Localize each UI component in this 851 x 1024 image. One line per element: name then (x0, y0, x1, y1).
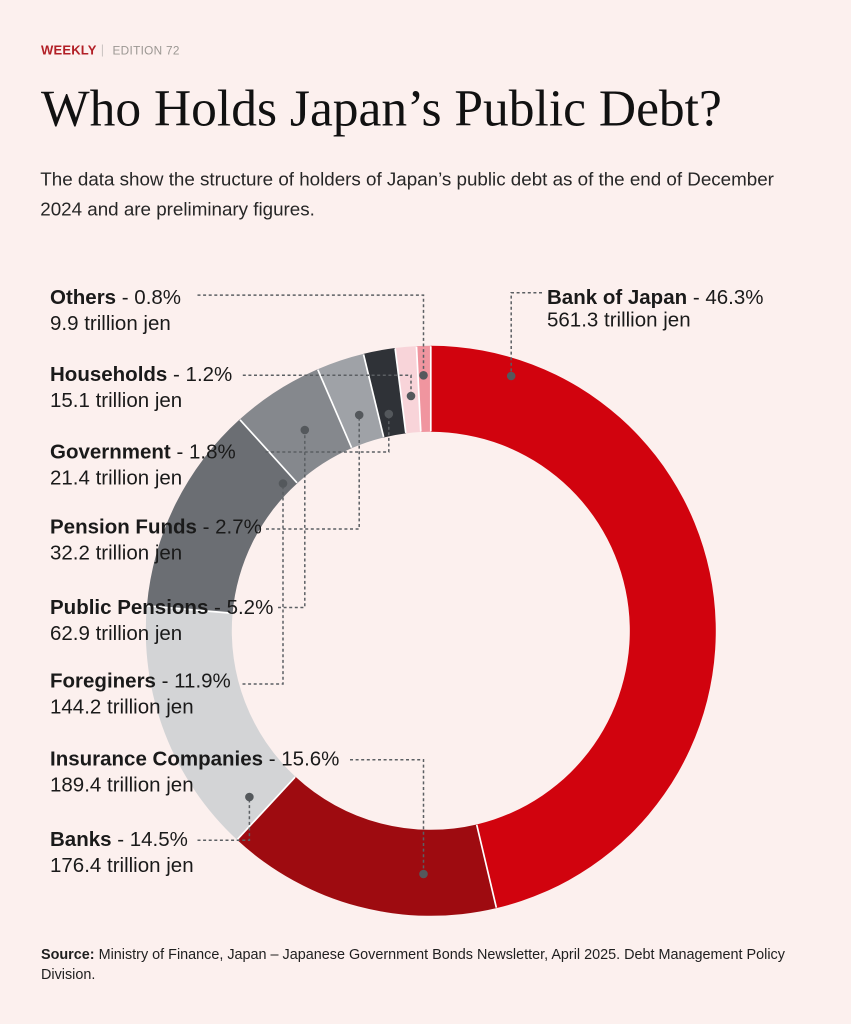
svg-text:9.9 trillion jen: 9.9 trillion jen (50, 312, 171, 335)
svg-text:Source: Ministry of Finance, J: Source: Ministry of Finance, Japan – Jap… (41, 947, 786, 963)
svg-text:EDITION 72: EDITION 72 (113, 44, 180, 58)
svg-text:Government - 1.8%: Government - 1.8% (50, 441, 236, 464)
svg-text:62.9 trillion jen: 62.9 trillion jen (50, 622, 182, 645)
svg-text:561.3 trillion jen: 561.3 trillion jen (547, 309, 691, 332)
svg-text:The data show the structure of: The data show the structure of holders o… (40, 168, 774, 189)
svg-text:Banks - 14.5%: Banks - 14.5% (50, 828, 188, 851)
svg-text:15.1 trillion jen: 15.1 trillion jen (50, 389, 182, 412)
svg-text:Foreginers - 11.9%: Foreginers - 11.9% (50, 669, 231, 692)
svg-text:32.2 trillion jen: 32.2 trillion jen (50, 542, 182, 565)
svg-text:Pension Funds - 2.7%: Pension Funds - 2.7% (50, 516, 262, 539)
svg-text:WEEKLY: WEEKLY (41, 43, 97, 58)
svg-text:Others - 0.8%: Others - 0.8% (50, 286, 181, 309)
svg-text:Division.: Division. (41, 967, 95, 983)
svg-text:Insurance Companies - 15.6%: Insurance Companies - 15.6% (50, 748, 339, 771)
svg-text:Public Pensions - 5.2%: Public Pensions - 5.2% (50, 596, 273, 619)
svg-text:|: | (101, 42, 104, 57)
svg-text:Households - 1.2%: Households - 1.2% (50, 363, 232, 386)
svg-text:Bank of Japan - 46.3%: Bank of Japan - 46.3% (547, 286, 763, 309)
svg-text:144.2 trillion jen: 144.2 trillion jen (50, 695, 194, 718)
svg-text:176.4 trillion jen: 176.4 trillion jen (50, 854, 194, 877)
svg-text:189.4 trillion jen: 189.4 trillion jen (50, 774, 194, 797)
svg-text:Who Holds Japan’s Public Debt?: Who Holds Japan’s Public Debt? (41, 81, 722, 138)
svg-text:2024 and are preliminary figur: 2024 and are preliminary figures. (40, 198, 315, 219)
svg-text:21.4 trillion jen: 21.4 trillion jen (50, 466, 182, 489)
